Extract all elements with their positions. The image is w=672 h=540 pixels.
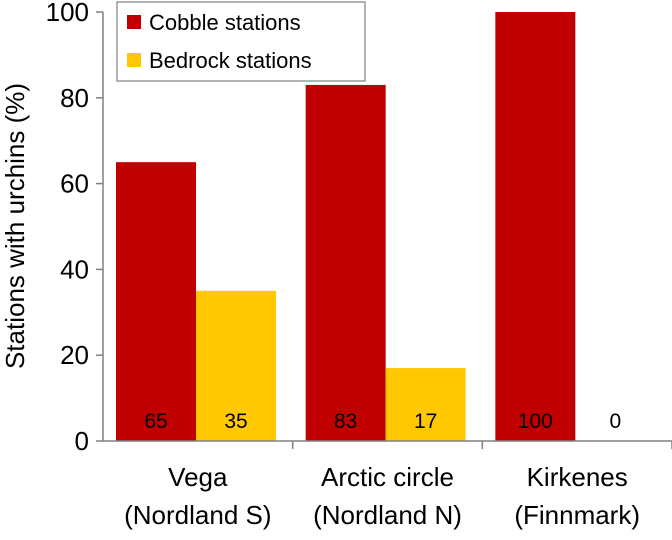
legend-swatch-cobble (127, 15, 141, 29)
x-category-label: Arctic circle (321, 462, 454, 492)
data-label: 17 (414, 410, 437, 433)
y-axis-title: Stations with urchins (%) (0, 83, 30, 369)
data-label: 83 (334, 410, 357, 433)
legend-swatch-bedrock (127, 53, 141, 67)
y-tick-label: 20 (60, 340, 89, 370)
x-category-label: Kirkenes (527, 462, 628, 492)
x-category-label: (Nordland S) (124, 500, 271, 530)
bar-cobble-0 (116, 162, 196, 441)
y-tick-label: 0 (75, 426, 89, 456)
y-tick-label: 40 (60, 254, 89, 284)
bar-bedrock-1 (385, 368, 466, 441)
x-category-label: (Nordland N) (313, 500, 462, 530)
y-tick-label: 60 (60, 169, 89, 199)
data-label: 35 (224, 410, 247, 433)
data-label: 65 (144, 410, 167, 433)
legend-box (116, 1, 366, 82)
data-label: 100 (518, 410, 553, 433)
bar-cobble-2 (495, 12, 576, 441)
legend-label: Cobble stations (149, 10, 301, 35)
data-label: 0 (609, 410, 621, 433)
y-tick-label: 80 (60, 83, 89, 113)
legend-label: Bedrock stations (149, 48, 312, 73)
bar-cobble-1 (305, 84, 386, 442)
x-category-label: Vega (168, 462, 228, 492)
bar-bedrock-0 (196, 290, 276, 441)
y-tick-label: 100 (46, 0, 89, 27)
x-category-label: (Finnmark) (514, 500, 640, 530)
